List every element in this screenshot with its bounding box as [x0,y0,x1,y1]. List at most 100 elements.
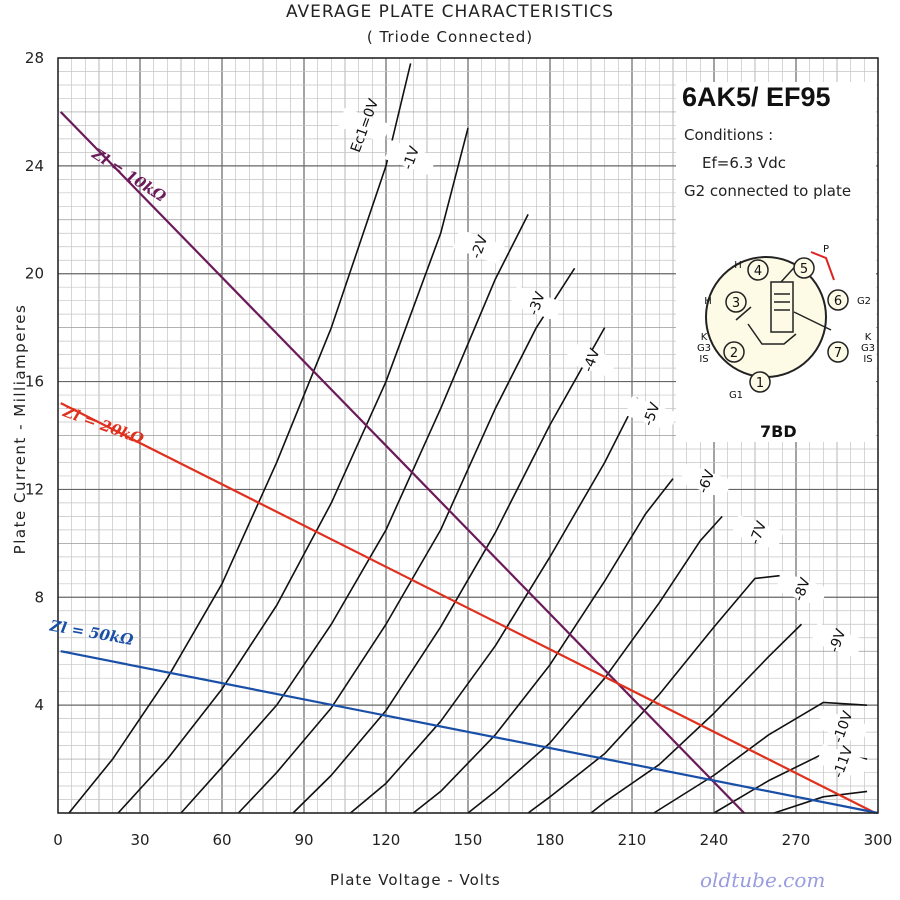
chart-title: AVERAGE PLATE CHARACTERISTICS [285,2,615,22]
load-line [60,650,879,815]
x-axis-label: Plate Voltage - Volts [330,871,501,889]
x-tick-label: 300 [864,831,893,849]
load-line-label: Zl = 50kΩ [48,616,136,649]
pin-circle [827,341,849,363]
curve-label-bg [625,396,678,432]
curve-label-bg [384,140,437,176]
x-tick-label: 180 [536,831,565,849]
y-axis-label: Plate Current - Milliamperes [11,303,29,555]
x-tick-label: 240 [700,831,729,849]
pin-label: G3 [861,343,875,354]
curve-label: -7V [747,519,770,547]
pin-circle [725,291,747,313]
y-tick-label: 24 [25,157,44,175]
pin-circle [793,257,815,279]
x-tick-label: 150 [454,831,483,849]
load-line-label: Zl = 10kΩ [88,144,170,206]
curve--1v [117,127,469,814]
y-tick-label: 4 [34,696,44,714]
pin-label: P [823,244,829,255]
curve-label-bg [679,463,732,499]
load-line [60,402,876,814]
pin-label: G3 [697,343,711,354]
base-code: 7BD [760,422,797,441]
curve-label: -9V [826,627,849,655]
load-lines [59,111,879,815]
curve-label-bg [452,229,505,265]
y-tick-label: 28 [25,49,44,67]
pin-label: IS [863,354,872,365]
x-tick-label: 90 [294,831,313,849]
y-tick-label: 12 [25,480,44,498]
pin-label: H [734,260,742,271]
curve--3v [237,267,576,814]
x-tick-label: 270 [782,831,811,849]
curve-label-bg [565,342,617,378]
curve-label: -4V [580,346,603,374]
curve-label-bg [338,107,391,144]
watermark-text: oldtube.com [700,868,826,892]
curve-label: -6V [695,467,718,495]
x-tick-label: 30 [130,831,149,849]
pin-circle [723,341,745,363]
condition-g2: G2 connected to plate [684,182,852,200]
plot-frame [57,57,879,814]
curve-label-bg [811,622,863,659]
x-tick-label: 60 [212,831,231,849]
pin-circle [827,289,849,311]
pin-number: 7 [834,346,842,361]
pin-label: G1 [729,390,743,401]
load-line [59,111,745,814]
curve-label-bg [775,571,828,607]
curve-ec1-0v [68,63,412,814]
y-tick-label: 8 [34,588,44,606]
plate-g2-link [810,251,835,281]
pin-circle [747,259,769,281]
curve--5v [349,397,639,814]
curve-label: -2V [468,233,491,261]
curve-label-bg [731,514,784,551]
y-tick-label: 20 [25,265,44,283]
tube-name: 6AK5/ EF95 [682,82,831,112]
pin-number: 2 [730,346,738,361]
electrode-structure-icon [735,259,832,345]
curve--8v [527,574,780,814]
pin-number: 1 [756,376,764,391]
x-tick-label: 120 [372,831,401,849]
pin-label: K [865,332,872,343]
curve-label: -5V [641,400,664,428]
curve--2v [180,214,529,814]
y-tick-label: 16 [25,373,44,391]
chart-subtitle: ( Triode Connected) [366,28,534,46]
grid-voltage-curves [68,63,868,814]
pin-label: G2 [857,296,871,307]
x-tick-label: 0 [53,831,63,849]
curve-label-bg [816,744,869,780]
curve--4v [292,327,606,814]
pin-number: 4 [754,264,762,279]
curve--7v [467,515,723,814]
conditions-title: Conditions : [684,126,774,144]
pin-number: 5 [800,262,808,277]
tube-info-box: 6AK5/ EF95 Conditions : Ef=6.3 Vdc G2 co… [676,82,876,442]
pin-label: K [701,332,708,343]
load-line-label: Zl = 20kΩ [60,402,147,448]
x-tick-label: 210 [618,831,647,849]
curve-label-bg [510,285,563,321]
pin-label: H [704,296,712,307]
condition-ef: Ef=6.3 Vdc [702,154,786,172]
curve-label-bg [816,709,869,745]
pin-label: IS [699,354,708,365]
curve--10v [653,701,868,814]
curve-label: -8V [791,575,814,603]
pin-number: 3 [732,296,740,311]
pin-number: 6 [834,294,842,309]
curve--6v [412,478,674,814]
curve--12v [773,790,868,814]
curve--9v [590,623,803,814]
pin-circle [749,371,771,393]
